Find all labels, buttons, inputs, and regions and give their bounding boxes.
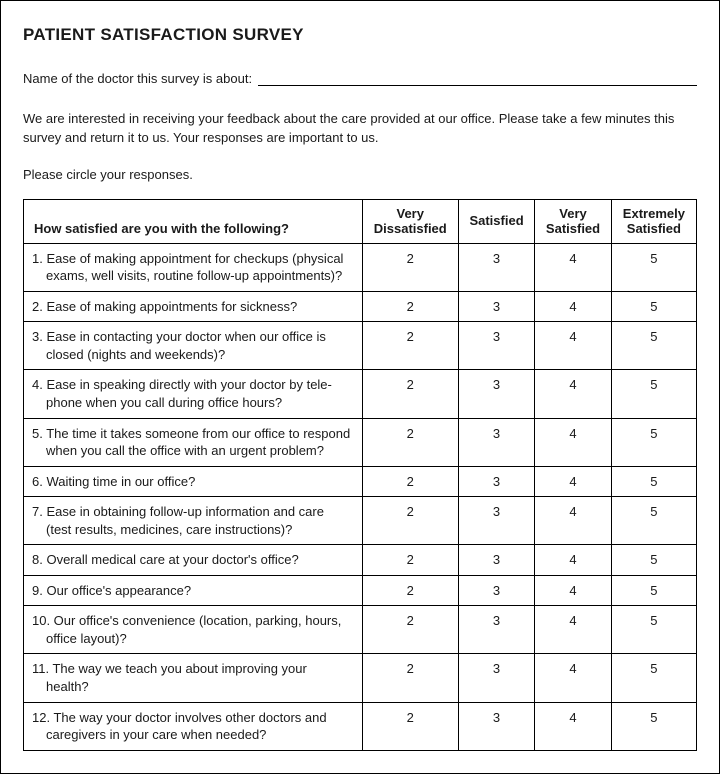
table-row: 5. The time it takes someone from our of… — [24, 418, 697, 466]
question-cell: 4. Ease in speaking directly with your d… — [24, 370, 363, 418]
page-title: PATIENT SATISFACTION SURVEY — [23, 25, 697, 45]
scale-cell[interactable]: 2 — [362, 418, 458, 466]
scale-cell[interactable]: 5 — [611, 654, 696, 702]
scale-cell[interactable]: 5 — [611, 418, 696, 466]
table-row: 6. Waiting time in our office?2345 — [24, 466, 697, 497]
doctor-name-line: Name of the doctor this survey is about: — [23, 71, 697, 86]
scale-cell[interactable]: 4 — [535, 322, 611, 370]
scale-cell[interactable]: 5 — [611, 497, 696, 545]
survey-body: 1. Ease of making appointment for checku… — [24, 243, 697, 750]
scale-cell[interactable]: 5 — [611, 291, 696, 322]
scale-cell[interactable]: 3 — [458, 291, 534, 322]
scale-cell[interactable]: 3 — [458, 654, 534, 702]
table-row: 11. The way we teach you about improving… — [24, 654, 697, 702]
scale-cell[interactable]: 4 — [535, 370, 611, 418]
question-cell: 12. The way your doctor involves other d… — [24, 702, 363, 750]
scale-cell[interactable]: 4 — [535, 418, 611, 466]
table-header-row: How satisfied are you with the following… — [24, 199, 697, 243]
table-row: 1. Ease of making appointment for checku… — [24, 243, 697, 291]
scale-header-very-satisfied: Very Satisfied — [535, 199, 611, 243]
scale-cell[interactable]: 2 — [362, 545, 458, 576]
scale-cell[interactable]: 2 — [362, 575, 458, 606]
scale-header-satisfied: Satisfied — [458, 199, 534, 243]
survey-table: How satisfied are you with the following… — [23, 199, 697, 751]
scale-cell[interactable]: 5 — [611, 466, 696, 497]
scale-header-very-dissatisfied: Very Dissatisfied — [362, 199, 458, 243]
scale-cell[interactable]: 2 — [362, 702, 458, 750]
scale-cell[interactable]: 5 — [611, 243, 696, 291]
scale-cell[interactable]: 4 — [535, 606, 611, 654]
table-row: 12. The way your doctor involves other d… — [24, 702, 697, 750]
scale-cell[interactable]: 3 — [458, 606, 534, 654]
scale-cell[interactable]: 4 — [535, 497, 611, 545]
table-row: 8. Overall medical care at your doctor's… — [24, 545, 697, 576]
scale-cell[interactable]: 2 — [362, 370, 458, 418]
scale-cell[interactable]: 3 — [458, 370, 534, 418]
scale-cell[interactable]: 3 — [458, 575, 534, 606]
scale-cell[interactable]: 3 — [458, 322, 534, 370]
scale-cell[interactable]: 3 — [458, 702, 534, 750]
scale-cell[interactable]: 3 — [458, 497, 534, 545]
scale-cell[interactable]: 5 — [611, 370, 696, 418]
header-line: Very — [559, 206, 586, 221]
scale-cell[interactable]: 2 — [362, 322, 458, 370]
question-cell: 8. Overall medical care at your doctor's… — [24, 545, 363, 576]
scale-cell[interactable]: 2 — [362, 654, 458, 702]
header-line: Extremely — [623, 206, 685, 221]
question-cell: 1. Ease of making appointment for checku… — [24, 243, 363, 291]
header-line: Satisfied — [546, 221, 600, 236]
question-cell: 9. Our office's appearance? — [24, 575, 363, 606]
scale-cell[interactable]: 2 — [362, 466, 458, 497]
scale-cell[interactable]: 2 — [362, 291, 458, 322]
scale-cell[interactable]: 4 — [535, 291, 611, 322]
instruction-text: Please circle your responses. — [23, 166, 697, 185]
scale-cell[interactable]: 3 — [458, 418, 534, 466]
scale-cell[interactable]: 4 — [535, 654, 611, 702]
table-row: 10. Our office's convenience (location, … — [24, 606, 697, 654]
scale-header-extremely-satisfied: Extremely Satisfied — [611, 199, 696, 243]
scale-cell[interactable]: 3 — [458, 466, 534, 497]
header-line: Dissatisfied — [374, 221, 447, 236]
header-line: Satisfied — [627, 221, 681, 236]
scale-cell[interactable]: 3 — [458, 243, 534, 291]
question-cell: 5. The time it takes someone from our of… — [24, 418, 363, 466]
table-row: 9. Our office's appearance?2345 — [24, 575, 697, 606]
scale-cell[interactable]: 2 — [362, 243, 458, 291]
scale-cell[interactable]: 4 — [535, 575, 611, 606]
scale-cell[interactable]: 5 — [611, 322, 696, 370]
table-row: 4. Ease in speaking directly with your d… — [24, 370, 697, 418]
table-row: 7. Ease in obtaining follow-up informati… — [24, 497, 697, 545]
table-row: 2. Ease of making appointments for sickn… — [24, 291, 697, 322]
question-cell: 11. The way we teach you about improving… — [24, 654, 363, 702]
question-cell: 7. Ease in obtaining follow-up informati… — [24, 497, 363, 545]
scale-cell[interactable]: 5 — [611, 702, 696, 750]
scale-cell[interactable]: 5 — [611, 606, 696, 654]
scale-cell[interactable]: 2 — [362, 606, 458, 654]
question-cell: 3. Ease in contacting your doctor when o… — [24, 322, 363, 370]
scale-cell[interactable]: 5 — [611, 575, 696, 606]
survey-page: PATIENT SATISFACTION SURVEY Name of the … — [0, 0, 720, 774]
scale-cell[interactable]: 5 — [611, 545, 696, 576]
table-row: 3. Ease in contacting your doctor when o… — [24, 322, 697, 370]
scale-cell[interactable]: 2 — [362, 497, 458, 545]
scale-cell[interactable]: 3 — [458, 545, 534, 576]
question-cell: 6. Waiting time in our office? — [24, 466, 363, 497]
scale-cell[interactable]: 4 — [535, 466, 611, 497]
question-cell: 2. Ease of making appointments for sickn… — [24, 291, 363, 322]
doctor-name-label: Name of the doctor this survey is about: — [23, 71, 252, 86]
header-line: Very — [397, 206, 424, 221]
doctor-name-blank[interactable] — [258, 72, 697, 86]
question-cell: 10. Our office's convenience (location, … — [24, 606, 363, 654]
scale-cell[interactable]: 4 — [535, 702, 611, 750]
question-header: How satisfied are you with the following… — [24, 199, 363, 243]
scale-cell[interactable]: 4 — [535, 243, 611, 291]
scale-cell[interactable]: 4 — [535, 545, 611, 576]
intro-paragraph: We are interested in receiving your feed… — [23, 110, 697, 148]
